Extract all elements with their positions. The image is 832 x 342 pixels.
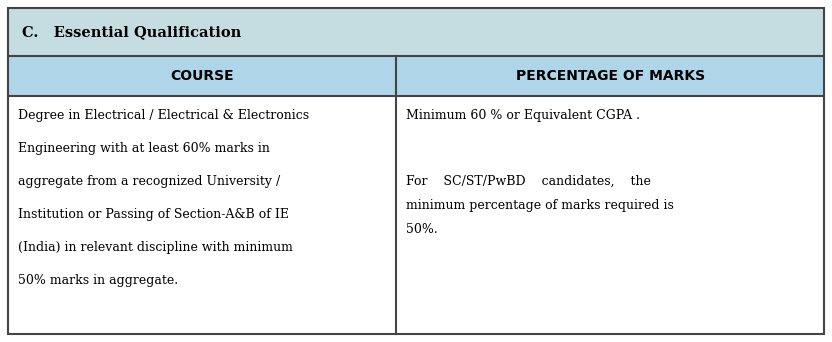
Text: Minimum 60 % or Equivalent CGPA .: Minimum 60 % or Equivalent CGPA . xyxy=(406,109,641,122)
Bar xyxy=(8,56,824,96)
Text: (India) in relevant discipline with minimum: (India) in relevant discipline with mini… xyxy=(18,241,293,254)
Text: PERCENTAGE OF MARKS: PERCENTAGE OF MARKS xyxy=(516,69,705,83)
Text: 50%.: 50%. xyxy=(406,223,438,236)
Text: 50% marks in aggregate.: 50% marks in aggregate. xyxy=(18,274,178,287)
Text: aggregate from a recognized University /: aggregate from a recognized University / xyxy=(18,175,280,188)
Text: minimum percentage of marks required is: minimum percentage of marks required is xyxy=(406,199,674,212)
Text: Degree in Electrical / Electrical & Electronics: Degree in Electrical / Electrical & Elec… xyxy=(18,109,310,122)
Text: COURSE: COURSE xyxy=(171,69,234,83)
Text: For    SC/ST/PwBD    candidates,    the: For SC/ST/PwBD candidates, the xyxy=(406,175,651,188)
Bar xyxy=(8,96,824,334)
Text: Institution or Passing of Section-A&B of IE: Institution or Passing of Section-A&B of… xyxy=(18,208,289,221)
Text: Engineering with at least 60% marks in: Engineering with at least 60% marks in xyxy=(18,142,270,155)
Bar xyxy=(8,8,824,56)
Text: C.   Essential Qualification: C. Essential Qualification xyxy=(22,25,241,39)
